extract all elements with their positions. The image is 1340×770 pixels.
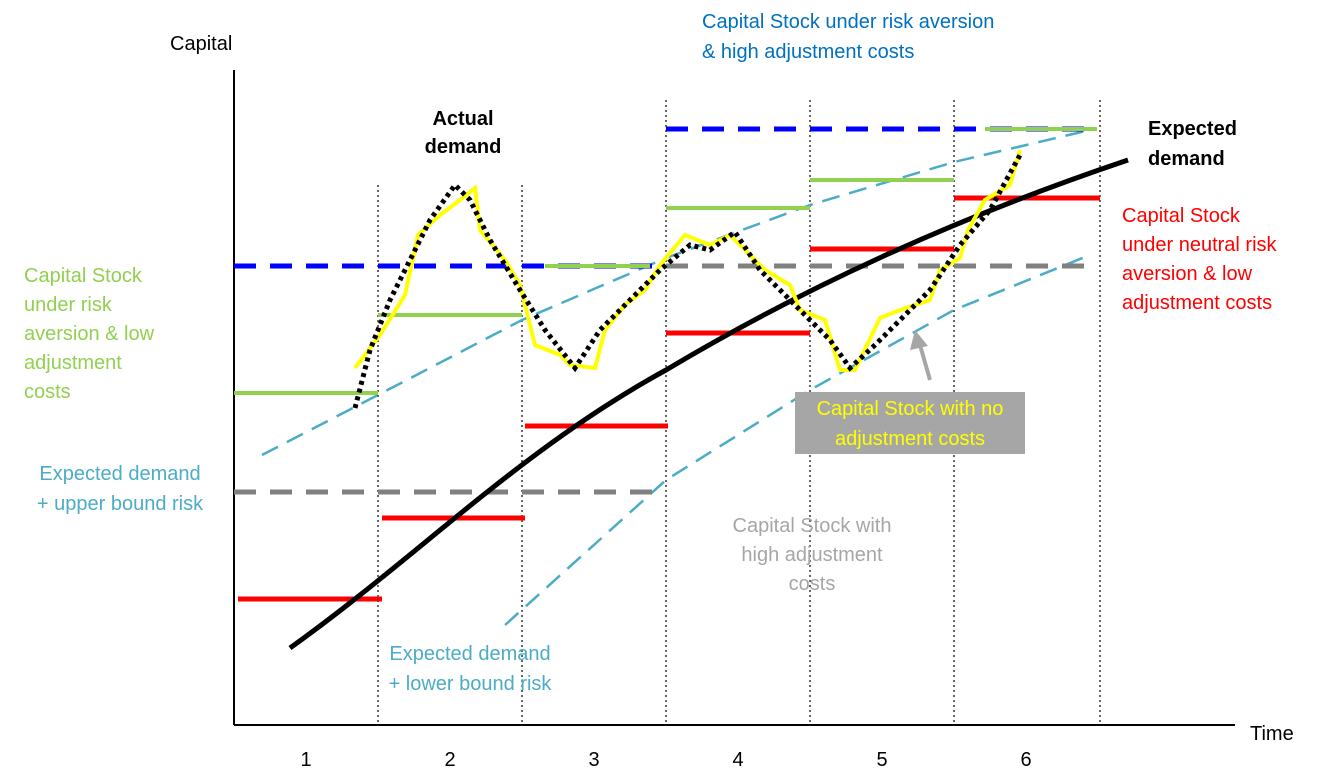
- label-box: [795, 392, 1025, 454]
- label: high adjustment: [741, 544, 883, 566]
- label: Expected: [1148, 118, 1237, 140]
- grid: [377, 100, 1101, 725]
- label: + lower bound risk: [389, 673, 553, 695]
- label: adjustment costs: [835, 428, 985, 450]
- label: 3: [588, 749, 599, 770]
- label: + upper bound risk: [37, 493, 204, 515]
- label: costs: [789, 573, 836, 595]
- label: 2: [444, 749, 455, 770]
- label: 5: [876, 749, 887, 770]
- label: Capital Stock under risk aversion: [702, 11, 994, 33]
- label: 4: [732, 749, 743, 770]
- label: Actual: [432, 108, 493, 130]
- label: Capital Stock with no: [817, 398, 1004, 420]
- label: & high adjustment costs: [702, 41, 914, 63]
- label: demand: [1148, 148, 1225, 170]
- no-adjustment-path: [353, 149, 1022, 372]
- label: Expected demand: [39, 463, 200, 485]
- capital-levels: [234, 126, 1100, 602]
- label: Capital Stock with: [733, 515, 892, 537]
- bounds: [261, 128, 1091, 626]
- label: 1: [300, 749, 311, 770]
- label: costs: [24, 381, 71, 403]
- label: demand: [425, 136, 502, 158]
- label: aversion & low: [24, 323, 155, 345]
- label: under risk: [24, 294, 113, 316]
- label: aversion & low: [1122, 263, 1253, 285]
- label: Capital Stock: [24, 265, 143, 287]
- label: Time: [1250, 723, 1294, 745]
- label: Expected demand: [389, 643, 550, 665]
- arrow: [910, 330, 932, 381]
- expected-demand: [288, 157, 1129, 651]
- label: adjustment: [24, 352, 122, 374]
- label: 6: [1020, 749, 1031, 770]
- axes: [233, 70, 1235, 726]
- label: adjustment costs: [1122, 292, 1272, 314]
- actual-demand: [352, 153, 1023, 409]
- label: under neutral risk: [1122, 234, 1278, 256]
- label: Capital Stock: [1122, 205, 1241, 227]
- label: Capital: [170, 33, 232, 55]
